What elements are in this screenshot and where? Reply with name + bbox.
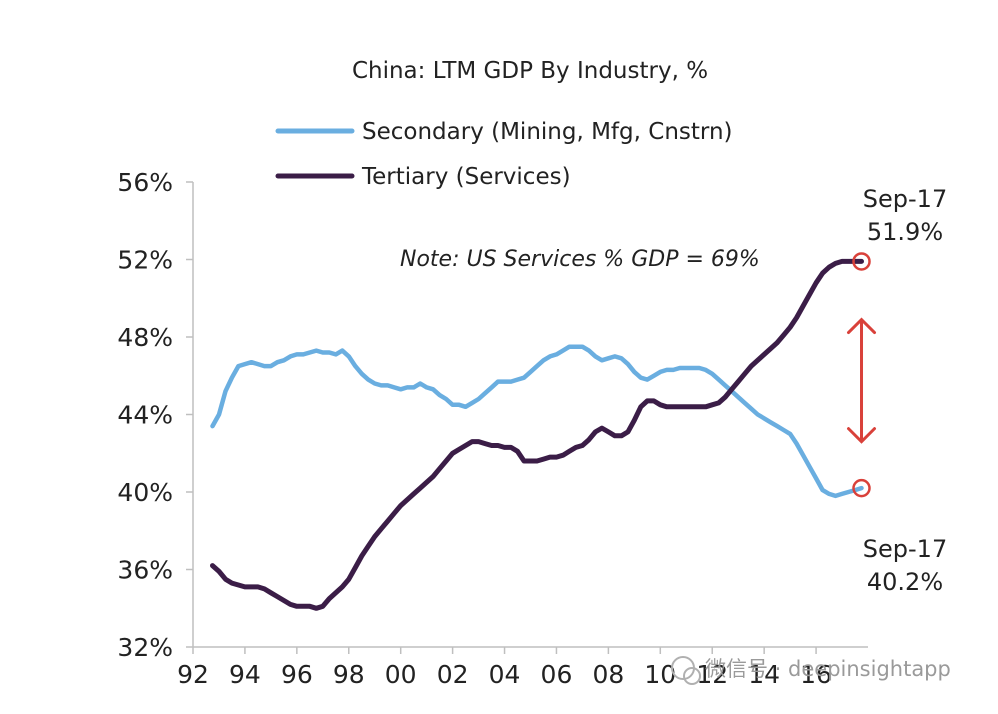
end-label-top-date: Sep-17	[863, 185, 947, 213]
y-ticks: 32% 36% 40% 44% 48% 52% 56%	[117, 168, 193, 662]
x-tick-label: 00	[385, 660, 417, 689]
markers-group	[847, 252, 877, 498]
x-tick-label: 12	[696, 660, 728, 689]
y-tick-label: 40%	[117, 478, 173, 507]
y-tick-label: 32%	[117, 633, 173, 662]
legend: Secondary (Mining, Mfg, Cnstrn) Tertiary…	[275, 119, 733, 190]
legend-label-secondary: Secondary (Mining, Mfg, Cnstrn)	[362, 119, 733, 145]
x-tick-label: 06	[541, 660, 573, 689]
y-tick-label: 56%	[117, 168, 173, 197]
x-tick-label: 16	[800, 660, 832, 689]
x-tick-label: 98	[333, 660, 365, 689]
x-tick-label: 92	[177, 660, 209, 689]
x-tick-label: 02	[437, 660, 469, 689]
x-tick-label: 04	[489, 660, 521, 689]
end-label-top-value: 51.9%	[867, 218, 943, 246]
y-tick-label: 44%	[117, 401, 173, 430]
watermark: 微信号 · deepinsightapp	[671, 656, 951, 685]
gap-arrow-head-up	[847, 317, 877, 335]
y-tick-label: 36%	[117, 556, 173, 585]
x-tick-label: 10	[644, 660, 676, 689]
end-marker-secondary	[852, 478, 871, 498]
watermark-text: 微信号 · deepinsightapp	[705, 657, 951, 681]
y-tick-label: 48%	[117, 323, 173, 352]
series-group	[210, 258, 864, 611]
end-label-bottom-value: 40.2%	[867, 568, 943, 596]
wechat-icon-dot	[683, 667, 701, 685]
end-marker-tertiary	[852, 252, 871, 271]
end-label-bottom-date: Sep-17	[863, 535, 947, 563]
series-line-secondary	[210, 344, 864, 499]
y-tick-label: 52%	[117, 246, 173, 275]
legend-label-tertiary: Tertiary (Services)	[361, 164, 571, 190]
chart-title: China: LTM GDP By Industry, %	[352, 58, 708, 84]
gap-arrow-head-down	[847, 427, 877, 444]
series-line-tertiary	[210, 258, 864, 611]
x-ticks: 92 94 96 98 00 02 04 06 08 10 12 14 16	[177, 647, 832, 689]
x-tick-label: 96	[281, 660, 313, 689]
x-tick-label: 94	[229, 660, 261, 689]
x-tick-label: 08	[592, 660, 624, 689]
note-annotation: Note: US Services % GDP = 69%	[400, 247, 760, 272]
x-tick-label: 14	[748, 660, 780, 689]
